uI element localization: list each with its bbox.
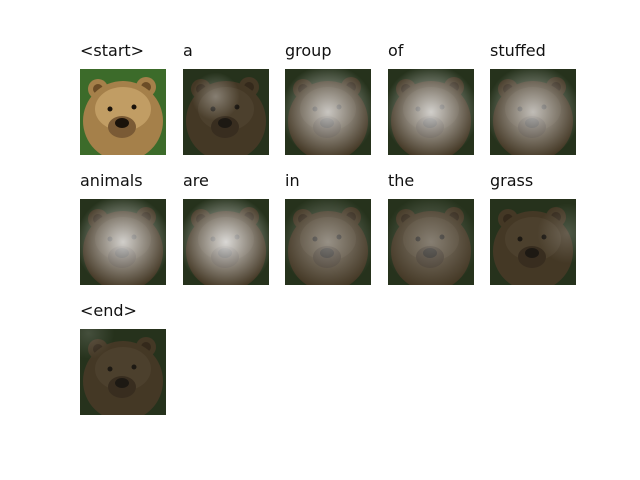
bear-attention-image xyxy=(388,69,474,155)
caption-word: grass xyxy=(490,171,534,190)
attention-map xyxy=(183,199,269,285)
attention-map xyxy=(490,69,576,155)
bear-attention-image xyxy=(285,69,371,155)
attention-map xyxy=(285,199,371,285)
bear-attention-image xyxy=(388,199,474,285)
caption-word: in xyxy=(285,171,300,190)
attention-map xyxy=(388,199,474,285)
caption-word: stuffed xyxy=(490,41,546,60)
attention-map xyxy=(285,69,371,155)
caption-word: <start> xyxy=(80,41,145,60)
attention-map xyxy=(183,69,269,155)
attention-map xyxy=(80,69,166,155)
attention-map xyxy=(80,199,166,285)
bear-attention-image xyxy=(183,199,269,285)
bear-attention-image xyxy=(80,199,166,285)
caption-word: a xyxy=(183,41,193,60)
bear-attention-image xyxy=(285,199,371,285)
attention-map xyxy=(490,199,576,285)
caption-word: animals xyxy=(80,171,143,190)
caption-word: group xyxy=(285,41,332,60)
bear-attention-image xyxy=(490,69,576,155)
bear-attention-image xyxy=(183,69,269,155)
caption-word: of xyxy=(388,41,404,60)
caption-word: are xyxy=(183,171,209,190)
attention-map xyxy=(388,69,474,155)
bear-attention-image xyxy=(490,199,576,285)
caption-word: the xyxy=(388,171,415,190)
caption-word: <end> xyxy=(80,301,137,320)
attention-map xyxy=(80,329,166,415)
bear-attention-image xyxy=(80,69,166,155)
bear-attention-image xyxy=(80,329,166,415)
